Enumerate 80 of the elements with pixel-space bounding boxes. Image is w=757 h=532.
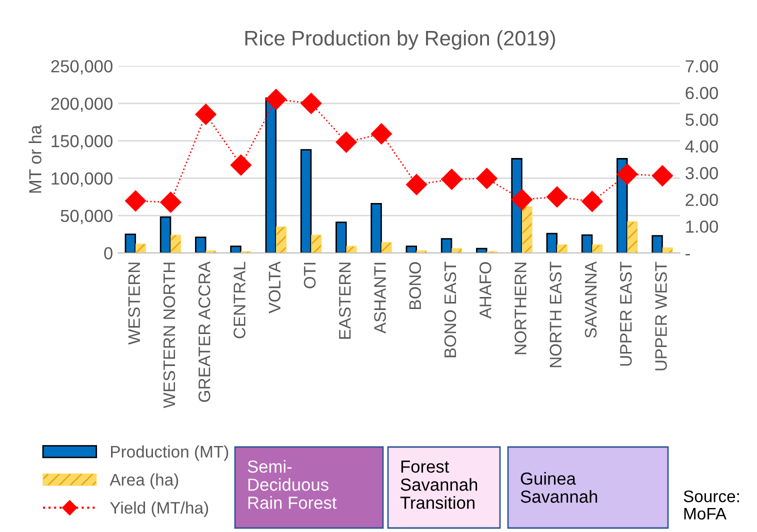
bar	[276, 226, 286, 253]
bar	[311, 234, 322, 253]
point	[546, 186, 568, 208]
y-tick-label: 150,000	[52, 134, 112, 150]
legend-label: Yield (MT/ha)	[110, 501, 208, 517]
x-tick-label: NORTH EAST	[550, 262, 562, 368]
text: Guinea Savannah	[520, 472, 598, 503]
y-tick-label: 0	[104, 247, 112, 260]
y-tick-label: 100,000	[52, 172, 112, 187]
point	[230, 154, 252, 176]
bar	[381, 242, 392, 253]
y-axis-title: MT or ha	[28, 124, 42, 193]
x-tick-label: VOLTA	[268, 261, 281, 314]
bar	[440, 238, 452, 253]
y2-tick-label: 3.00	[686, 167, 718, 180]
bar	[346, 246, 357, 253]
x-tick-label: WESTERN	[128, 262, 140, 345]
y2-tick-label: 5.00	[686, 114, 718, 126]
bar	[452, 248, 462, 253]
y2-tick-label: 4.00	[685, 140, 718, 153]
text: Semi- Deciduous Rain Forest	[248, 460, 337, 509]
text: Forest Savannah Transition	[400, 460, 478, 509]
bar	[581, 234, 593, 253]
point	[441, 168, 462, 190]
bar	[265, 97, 277, 253]
point	[266, 88, 287, 110]
x-tick-label: BONO	[409, 262, 422, 310]
x-tick-label: UPPER WEST	[655, 262, 667, 370]
x-tick-label: GREATER ACCRA	[198, 261, 210, 402]
legend-label: Production (MT)	[111, 445, 228, 461]
legend-label: Area (ha)	[110, 473, 178, 489]
bar	[522, 206, 532, 253]
y2-tick-label: 1.00	[686, 220, 718, 233]
bar	[556, 244, 568, 253]
y-tick-label: 200,000	[51, 98, 112, 112]
x-tick-label: ASHANTI	[374, 262, 386, 334]
bar	[124, 234, 136, 253]
y-tick-label: 250,000	[51, 60, 112, 75]
x-tick-label: WESTERN NORTH	[163, 262, 176, 408]
point	[370, 123, 392, 144]
bar	[160, 216, 172, 253]
point	[476, 168, 498, 189]
bar	[170, 234, 182, 253]
x-tick-label: NORTHERN	[514, 262, 526, 354]
point	[511, 189, 532, 210]
point	[336, 132, 357, 153]
source-note: Source: MoFA	[684, 490, 739, 520]
x-tick-label: OTI	[304, 262, 316, 288]
bar	[336, 222, 347, 253]
x-tick-label: SAVANNA	[584, 261, 597, 338]
bar	[662, 247, 673, 253]
point	[160, 192, 182, 213]
chart-title: Rice Production by Region (2019)	[245, 30, 556, 50]
bar	[627, 221, 638, 253]
point	[406, 174, 428, 196]
bar	[546, 232, 558, 253]
bar	[230, 246, 242, 253]
x-tick-label: CENTRAL	[234, 262, 246, 338]
y-tick-label: 50,000	[60, 210, 112, 224]
bar	[592, 244, 603, 253]
x-tick-label: AHAFO	[479, 262, 492, 319]
bar	[370, 202, 382, 253]
bar	[300, 149, 312, 253]
point	[582, 190, 603, 212]
point	[195, 104, 216, 125]
bar	[195, 236, 206, 253]
bar	[652, 235, 663, 253]
bar	[135, 244, 146, 253]
y2-tick-label: -	[686, 254, 690, 256]
x-tick-label: EASTERN	[338, 262, 351, 339]
y2-tick-label: 2.00	[686, 194, 718, 206]
y2-tick-label: 7.00	[686, 60, 718, 72]
x-tick-label: BONO EAST	[444, 262, 456, 358]
x-tick-label: UPPER EAST	[620, 262, 632, 366]
point	[125, 190, 146, 212]
bar	[406, 246, 418, 253]
y2-tick-label: 6.00	[686, 86, 718, 100]
point	[300, 92, 322, 114]
point	[652, 165, 673, 186]
point	[616, 164, 638, 185]
